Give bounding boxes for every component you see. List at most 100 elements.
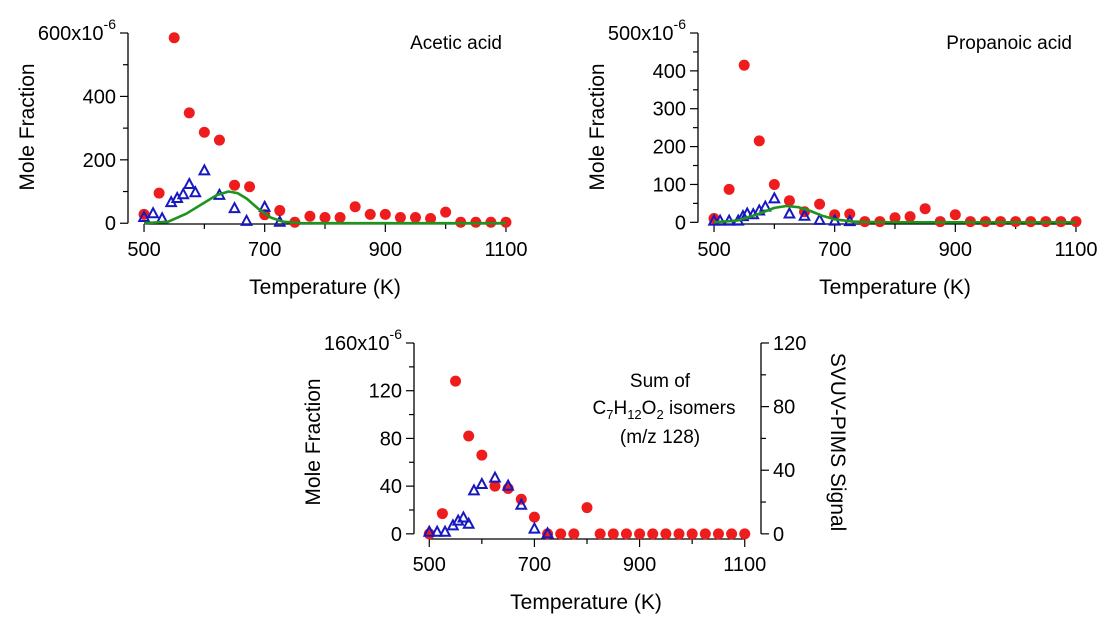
y2-tick-label: 0 (773, 524, 784, 546)
x-tick-label: 500 (697, 239, 730, 261)
panel-acetic-acid: 500 700 900 1100 0 200 400 600x10-6 Acetic acid… (16, 16, 527, 299)
y-tick-label: 300 (653, 99, 686, 121)
data-point-triangle (422, 524, 436, 537)
data-point-triangle (488, 470, 502, 483)
x-tick-label: 1100 (723, 554, 766, 576)
y-tick-label: 0 (105, 213, 116, 235)
data-point-circle (198, 126, 210, 138)
data-point-triangle (137, 209, 151, 223)
data-point-circle (440, 206, 452, 218)
data-point-circle (673, 528, 685, 540)
x-tick-label: 500 (413, 554, 446, 576)
data-point-triangle (240, 213, 254, 226)
y-tick-label: 400 (653, 61, 686, 83)
data-point-triangle (541, 526, 555, 539)
panel-acetic-xlabel: Temperature (K) (249, 276, 401, 299)
y-tick-label: 400 (83, 86, 116, 108)
panel-c7h12o2-sum: 500 700 900 1100 0 40 80 120 160x10-6 0 40 80 120 Su… (302, 326, 849, 614)
data-point-circle (620, 528, 632, 540)
data-point-triangle (182, 176, 196, 190)
data-point-circle (153, 187, 165, 199)
data-point-triangle (527, 521, 541, 534)
y-tick-label: 0 (675, 212, 686, 234)
y-tick-label: 80 (380, 428, 402, 450)
data-point-circle (889, 212, 901, 224)
panel-propanoic-acid: 500 700 900 1100 0 100 200 300 400 500x10-6 Propa… (586, 16, 1097, 299)
data-point-triangle (707, 213, 721, 226)
y-tick-label-exponent: 160x10-6 (324, 326, 402, 355)
x-tick-label: 900 (623, 554, 656, 576)
panel-sum-y2label: SVUV-PIMS Signal (826, 353, 849, 532)
data-point-circle (783, 195, 795, 207)
data-point-circle (555, 528, 567, 540)
data-point-circle (450, 375, 462, 387)
data-point-triangle (456, 510, 470, 523)
data-point-circle (489, 480, 501, 492)
panel-sum-xlabel: Temperature (K) (510, 591, 662, 614)
data-point-circle (686, 528, 698, 540)
panel-sum-marks (422, 375, 751, 540)
data-point-circle (726, 528, 738, 540)
data-point-circle (334, 212, 346, 224)
data-point-circle (244, 181, 256, 193)
data-point-triangle (228, 201, 241, 214)
data-point-circle (904, 211, 916, 223)
data-point-circle (364, 208, 376, 220)
x-tick-label: 900 (939, 239, 972, 261)
panel-acetic-axes: 500 700 900 1100 0 200 400 600x10-6 (38, 16, 528, 261)
panel-propanoic-ylabel: Mole Fraction (586, 63, 609, 190)
data-point-circle (319, 212, 331, 224)
x-tick-label: 1100 (484, 239, 527, 261)
data-point-circle (919, 203, 931, 215)
data-point-triangle (451, 513, 465, 526)
data-point-circle (409, 212, 421, 224)
data-point-triangle (475, 476, 489, 490)
y-tick-label-exponent: 600x10-6 (38, 16, 116, 45)
panel-sum-annotation-line3: (m/z 128) (620, 427, 700, 448)
panel-propanoic-marks (707, 59, 1082, 228)
x-tick-label: 700 (818, 239, 851, 261)
y-tick-label: 40 (380, 476, 402, 498)
data-point-circle (229, 179, 241, 191)
panel-acetic-ylabel: Mole Fraction (16, 63, 39, 190)
data-point-triangle (514, 497, 528, 510)
y-tick-label: 120 (369, 381, 402, 403)
data-point-triangle (438, 524, 452, 537)
data-point-triangle (782, 206, 796, 219)
data-point-circle (183, 107, 195, 119)
panel-sum-ylabel: Mole Fraction (302, 378, 325, 505)
data-point-circle (594, 528, 606, 540)
data-point-triangle (430, 524, 444, 537)
data-point-triangle (258, 199, 272, 212)
y2-tick-label: 120 (773, 333, 806, 355)
panel-sum-annotation-formula: C7H12O2 isomers (593, 398, 736, 422)
y-tick-label: 200 (653, 137, 686, 159)
data-point-circle (379, 208, 391, 220)
data-point-circle (274, 205, 286, 217)
data-point-circle (768, 178, 780, 190)
y-tick-label: 100 (653, 174, 686, 196)
data-point-circle (949, 209, 961, 221)
x-tick-label: 1100 (1054, 239, 1097, 261)
x-tick-label: 700 (518, 554, 551, 576)
data-point-circle (607, 528, 619, 540)
data-point-triangle (176, 187, 190, 200)
data-point-circle (814, 198, 826, 210)
data-point-triangle (197, 163, 211, 176)
data-point-circle (394, 212, 406, 224)
data-point-circle (753, 135, 765, 147)
data-point-circle (304, 210, 316, 222)
data-point-circle (425, 212, 437, 224)
y-tick-label-exponent: 500x10-6 (608, 16, 686, 45)
y-tick-label: 200 (83, 150, 116, 172)
panel-propanoic-xlabel: Temperature (K) (819, 276, 971, 299)
panel-acetic-marks (137, 32, 512, 228)
data-point-circle (528, 511, 540, 523)
data-point-circle (660, 528, 672, 540)
data-point-triangle (188, 185, 202, 198)
data-point-circle (699, 528, 711, 540)
x-tick-label: 900 (369, 239, 402, 261)
data-point-circle (463, 430, 475, 442)
data-point-circle (647, 528, 659, 540)
